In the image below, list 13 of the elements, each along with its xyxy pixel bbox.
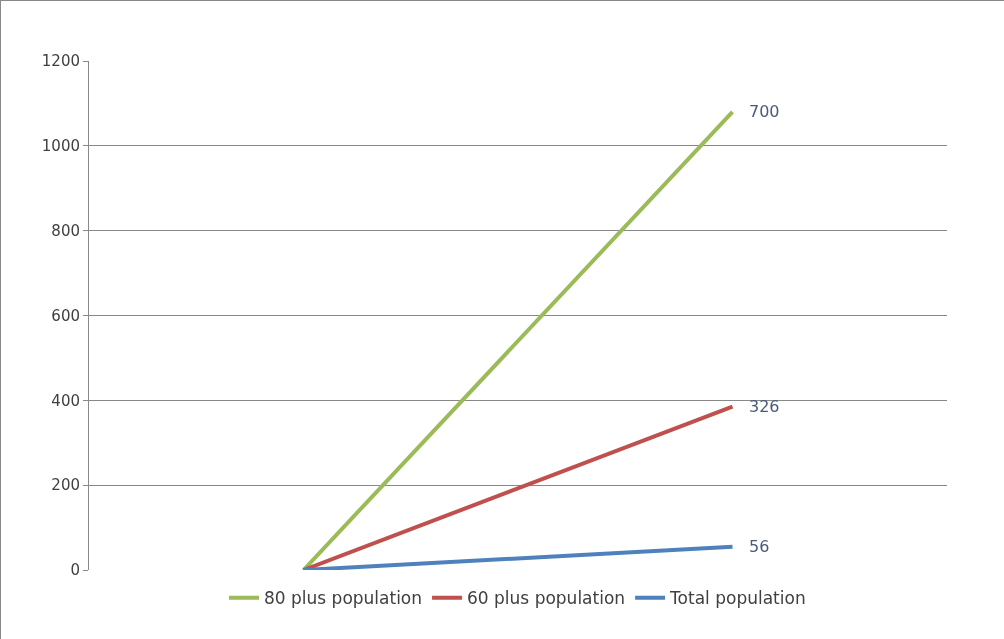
y-tick-label: 800 (51, 221, 80, 240)
y-tick-label: 400 (51, 391, 80, 410)
y-tick-label: 1200 (41, 52, 80, 71)
annotation: 326 (749, 397, 780, 416)
y-tick-label: 600 (51, 306, 80, 325)
y-tick-label: 1000 (41, 137, 80, 156)
annotation: 700 (749, 102, 780, 121)
legend-label: 80 plus population (264, 588, 423, 609)
legend-label: Total population (669, 588, 806, 609)
y-tick-label: 200 (51, 476, 80, 495)
legend-label: 60 plus population (467, 588, 626, 609)
y-tick-label: 0 (70, 561, 80, 580)
annotation: 56 (749, 537, 770, 556)
